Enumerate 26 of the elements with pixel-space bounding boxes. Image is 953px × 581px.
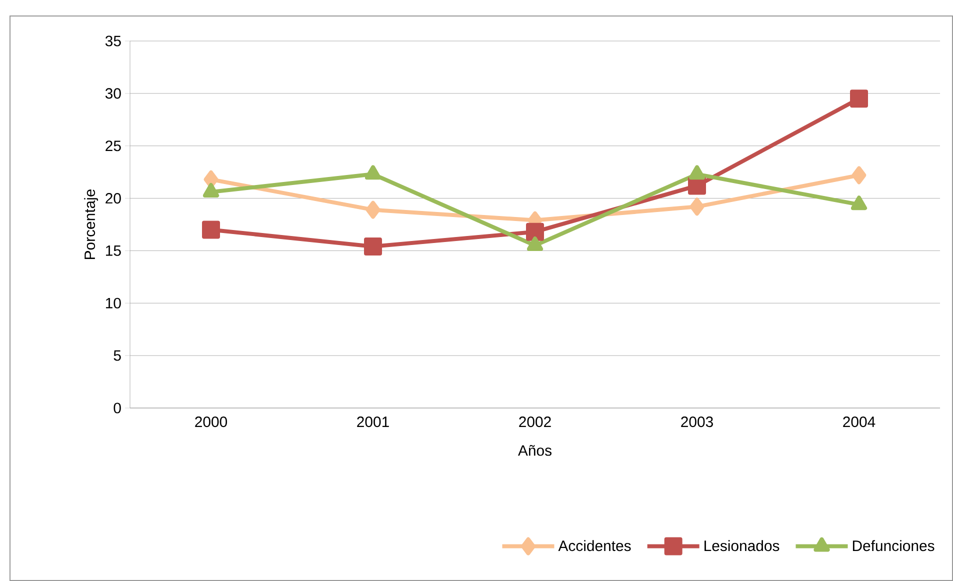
y-tick-label: 35	[105, 36, 121, 46]
legend-label: Defunciones	[852, 540, 934, 552]
point	[850, 196, 868, 210]
x-tick-label: 2003	[681, 416, 713, 428]
y-tick-label: 15	[106, 246, 121, 256]
x-tick-label: 2000	[195, 416, 228, 428]
point	[850, 90, 868, 108]
y-tick-label: 5	[114, 350, 121, 361]
point	[526, 222, 544, 241]
x-tick-label: 2002	[519, 416, 551, 428]
x-tick-label: 2001	[357, 416, 389, 428]
y-tick-label: 10	[106, 298, 121, 308]
x-tick-label: 2004	[843, 416, 876, 428]
point	[366, 200, 380, 219]
legend-label: Lesionados	[704, 540, 780, 552]
legend-label: Accidentes	[558, 540, 631, 552]
y-tick-label: 25	[106, 140, 121, 152]
y-axis-title: Porcentaje	[84, 189, 98, 260]
point	[202, 220, 220, 239]
point	[852, 166, 866, 184]
y-tick-label: 20	[106, 192, 121, 204]
point	[364, 238, 382, 256]
y-tick-label: 30	[105, 88, 121, 99]
point	[690, 198, 704, 216]
y-tick-label: 0	[114, 402, 121, 414]
x-axis-title: Años	[518, 444, 552, 456]
